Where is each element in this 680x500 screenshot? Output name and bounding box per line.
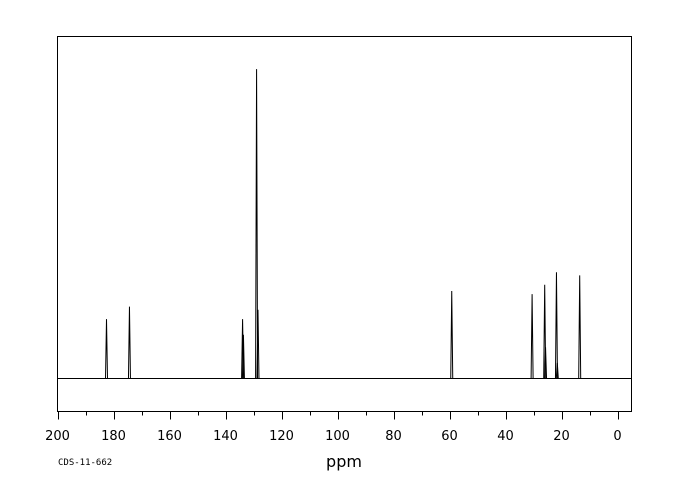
x-axis-tick-labels: 200 180 160 140 120 100 80 60 40 20 0	[45, 429, 622, 444]
x-tick-label: 140	[213, 429, 238, 444]
x-tick-label: 20	[553, 429, 570, 444]
spectrum-peak	[578, 275, 582, 379]
x-tick-label: 100	[325, 429, 350, 444]
plot-frame	[57, 36, 632, 412]
spectrum-peak	[255, 69, 259, 379]
x-tick-label: 160	[157, 429, 182, 444]
spectrum-peak	[450, 290, 454, 379]
x-axis-title: ppm	[326, 452, 362, 471]
spectrum-peak	[530, 294, 534, 379]
spectrum-code: CDS-11-662	[58, 458, 112, 468]
x-tick-label: 200	[45, 429, 70, 444]
x-axis-ticks	[58, 411, 619, 420]
x-tick-label: 80	[385, 429, 402, 444]
spectrum-peaks	[105, 69, 582, 379]
spectrum-peak	[105, 319, 108, 379]
spectrum-peak	[241, 334, 245, 379]
x-tick-label: 0	[613, 429, 621, 444]
spectrum-peak	[256, 309, 260, 379]
x-tick-label: 180	[101, 429, 126, 444]
x-tick-label: 40	[497, 429, 514, 444]
spectrum-peak	[544, 347, 548, 379]
x-tick-label: 60	[441, 429, 458, 444]
spectrum-peak	[555, 362, 559, 379]
x-tick-label: 120	[269, 429, 294, 444]
spectrum-peak	[554, 272, 558, 379]
spectrum-peak	[127, 306, 131, 379]
